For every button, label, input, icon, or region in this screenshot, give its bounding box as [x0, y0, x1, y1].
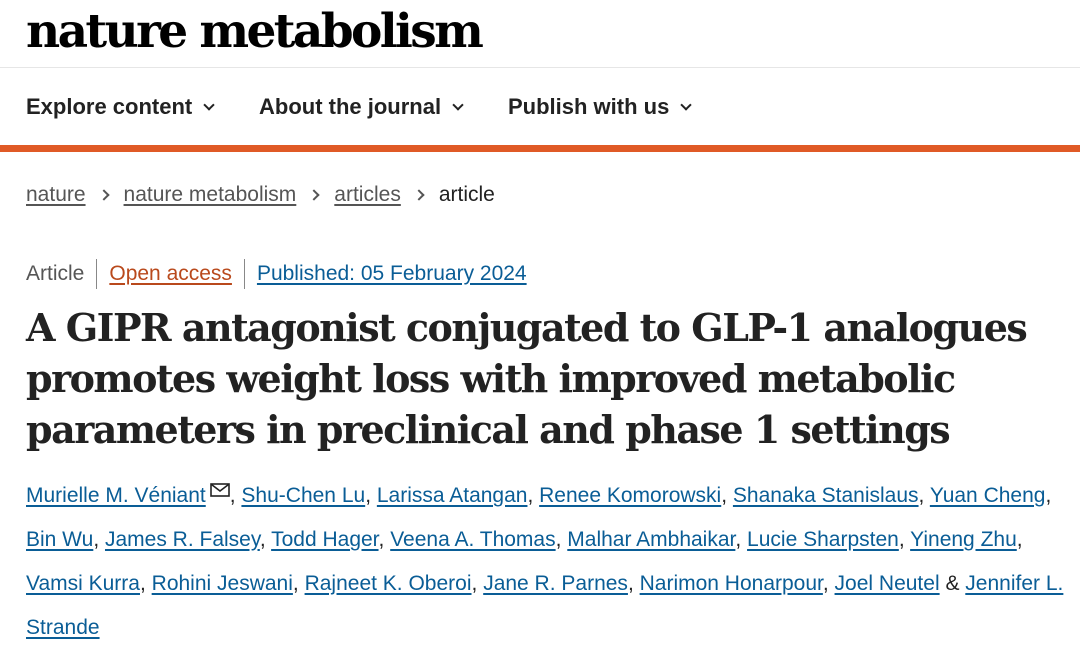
author-link[interactable]: Bin Wu: [26, 528, 94, 551]
author-link[interactable]: Yuan Cheng: [929, 484, 1046, 507]
article-title: A GIPR antagonist conjugated to GLP-1 an…: [26, 305, 1028, 452]
article-type: Article: [26, 262, 85, 285]
chevron-down-icon: [680, 98, 693, 111]
nav-item-label: Explore content: [26, 94, 193, 119]
author-list: Murielle M. Véniant, Shu-Chen Lu, Lariss…: [26, 483, 1064, 639]
nav-publish-with-us[interactable]: Publish with us: [508, 94, 693, 119]
meta-divider: [96, 259, 98, 289]
site-header: nature metabolism: [0, 0, 1080, 68]
published-date[interactable]: Published: 05 February 2024: [256, 262, 527, 285]
breadcrumb-articles[interactable]: articles: [334, 183, 401, 206]
author-link[interactable]: Veena A. Thomas: [390, 528, 556, 551]
accent-bar: [0, 145, 1080, 152]
chevron-right-icon: [413, 189, 425, 201]
chevron-right-icon: [97, 189, 110, 201]
author-link[interactable]: Rajneet K. Oberoi: [304, 572, 472, 595]
chevron-right-icon: [308, 189, 320, 201]
breadcrumb-current: article: [438, 183, 495, 206]
author-link[interactable]: Renee Komorowski: [539, 484, 722, 507]
author-link[interactable]: Larissa Atangan: [376, 484, 528, 507]
nav-item-label: Publish with us: [508, 94, 670, 119]
author-link[interactable]: Jane R. Parnes: [483, 572, 628, 595]
breadcrumb: nature nature metabolism articles articl…: [26, 181, 495, 209]
author-link[interactable]: Narimon Honarpour: [639, 572, 823, 595]
article-meta: Article Open access Published: 05 Februa…: [26, 259, 527, 289]
breadcrumb-nature-metabolism[interactable]: nature metabolism: [123, 183, 297, 206]
main-navigation: Explore content About the journal Publis…: [0, 69, 1080, 145]
author-link[interactable]: James R. Falsey: [104, 528, 260, 551]
author-link[interactable]: Rohini Jeswani: [151, 572, 293, 595]
mail-icon[interactable]: [209, 483, 230, 497]
author-link[interactable]: Lucie Sharpsten: [747, 528, 899, 551]
journal-logo[interactable]: nature metabolism: [26, 4, 484, 59]
nav-about-journal[interactable]: About the journal: [259, 94, 464, 119]
breadcrumb-nature[interactable]: nature: [26, 183, 86, 206]
meta-divider: [243, 259, 245, 289]
chevron-down-icon: [452, 98, 464, 111]
author-link[interactable]: Murielle M. Véniant: [26, 484, 206, 507]
chevron-down-icon: [203, 98, 215, 111]
open-access-link[interactable]: Open access: [109, 262, 232, 285]
nav-item-label: About the journal: [259, 94, 442, 119]
author-link[interactable]: Joel Neutel: [834, 572, 940, 595]
author-link[interactable]: Vamsi Kurra: [26, 572, 140, 595]
author-link[interactable]: Todd Hager: [271, 528, 379, 551]
author-link[interactable]: Yineng Zhu: [910, 528, 1017, 551]
author-link[interactable]: Malhar Ambhaikar: [567, 528, 736, 551]
nav-explore-content[interactable]: Explore content: [26, 94, 215, 119]
author-link[interactable]: Shanaka Stanislaus: [732, 484, 919, 507]
author-link[interactable]: Shu-Chen Lu: [241, 484, 366, 507]
author-link[interactable]: Jennifer L. Strande: [26, 572, 1064, 639]
